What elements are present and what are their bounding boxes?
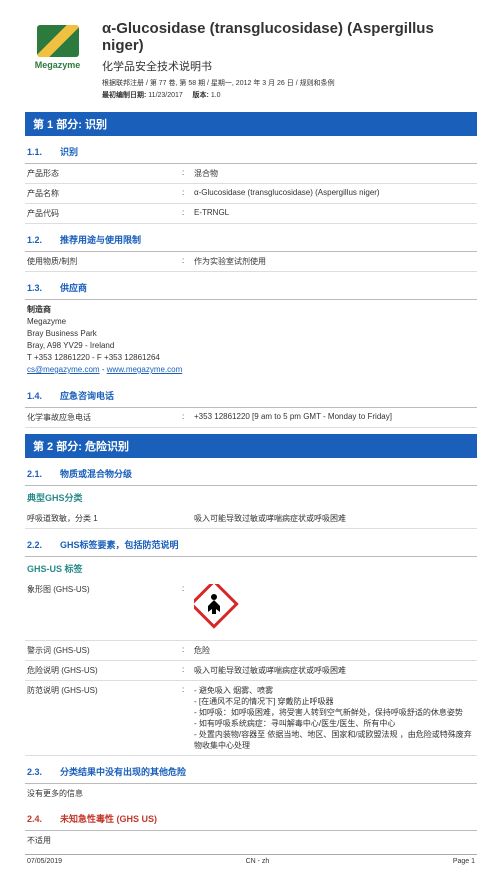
footer-page: Page 1 (453, 858, 475, 865)
product-name-value: α-Glucosidase (transglucosidase) (Asperg… (194, 188, 475, 199)
page-header: Megazyme α-Glucosidase (transglucosidase… (25, 20, 477, 102)
subsection-1-3: 1.3. 供应商 (25, 276, 477, 300)
addr-head: 制造商 (27, 305, 51, 314)
page-footer: 07/05/2019 CN - zh Page 1 (25, 854, 477, 865)
footer-date: 07/05/2019 (27, 858, 62, 865)
precaution-value: 避免吸入 烟雾、喷雾 [在通风不足的情况下] 穿戴防止呼吸器 如呼吸：如呼吸困难… (194, 685, 475, 751)
subsection-2-1: 2.1. 物质或混合物分级 (25, 462, 477, 486)
addr-email-link[interactable]: cs@megazyme.com (27, 365, 100, 374)
logo-mark (37, 25, 79, 57)
logo-text: Megazyme (35, 60, 81, 70)
subsection-2-3: 2.3. 分类结果中没有出现的其他危险 (25, 760, 477, 784)
pictogram-label: 象形图 (GHS-US) (27, 584, 182, 636)
meta-date-value: 11/23/2017 (148, 92, 183, 99)
product-code-label: 产品代码 (27, 208, 182, 219)
meta-regulation: 根据联邦注册 / 第 77 卷, 第 58 期 / 星期一, 2012 年 3 … (102, 78, 477, 88)
use-value: 作为实验室试剂使用 (194, 256, 475, 267)
product-code-value: E-TRNGL (194, 208, 475, 219)
addr-company: Megazyme (27, 317, 66, 326)
health-hazard-icon (194, 584, 244, 634)
resp-sens-label: 呼吸道致敏，分类 1 (27, 513, 182, 524)
not-applicable: 不适用 (27, 835, 182, 846)
emergency-value: +353 12861220 [9 am to 5 pm GMT - Monday… (194, 412, 475, 423)
header-text: α-Glucosidase (transglucosidase) (Asperg… (102, 20, 477, 102)
precaution-item: 如有呼吸系统病症：寻叫解毒中心/医生/医生、所有中心 (194, 718, 475, 729)
signal-word-label: 警示词 (GHS-US) (27, 645, 182, 656)
document-title: α-Glucosidase (transglucosidase) (Asperg… (102, 20, 477, 54)
precaution-item: 避免吸入 烟雾、喷雾 (194, 685, 475, 696)
meta-date-label: 最初编制日期: (102, 92, 146, 99)
product-form-label: 产品形态 (27, 168, 182, 179)
pictogram-value (194, 584, 475, 636)
hazard-stmt-value: 吸入可能导致过敏或哮喘病症状或呼吸困难 (194, 665, 475, 676)
precaution-item: [在通风不足的情况下] 穿戴防止呼吸器 (194, 696, 475, 707)
section-2-band: 第 2 部分: 危险识别 (25, 434, 477, 458)
precaution-item: 处置内装物/容器至 依据当地、地区、国家和/或欧盟法规 ，由危险或特殊废弃物收集… (194, 729, 475, 751)
resp-sens-value: 吸入可能导致过敏或哮喘病症状或呼吸困难 (194, 513, 475, 524)
addr-web-link[interactable]: www.megazyme.com (107, 365, 183, 374)
meta-version-label: 版本: (193, 92, 209, 99)
subsection-1-1: 1.1. 识别 (25, 140, 477, 164)
ghs-class-head: 典型GHS分类 (25, 486, 477, 509)
no-more-info: 没有更多的信息 (27, 788, 182, 799)
logo: Megazyme (25, 20, 90, 75)
ghs-us-head: GHS-US 标签 (25, 557, 477, 580)
product-name-label: 产品名称 (27, 188, 182, 199)
supplier-address: 制造商 Megazyme Bray Business Park Bray, A9… (25, 300, 477, 380)
subsection-1-4: 1.4. 应急咨询电话 (25, 384, 477, 408)
meta-dates: 最初编制日期: 11/23/2017 版本: 1.0 (102, 90, 477, 100)
signal-word-value: 危险 (194, 645, 475, 656)
meta-version-value: 1.0 (211, 92, 221, 99)
footer-lang: CN - zh (246, 858, 270, 865)
emergency-label: 化学事故应急电话 (27, 412, 182, 423)
product-form-value: 混合物 (194, 168, 475, 179)
addr-line2: Bray Business Park (27, 329, 97, 338)
addr-phone: T +353 12861220 - F +353 12861264 (27, 353, 160, 362)
precaution-item: 如呼吸：如呼吸困难，将受害人转到空气新鲜处，保持呼吸舒适的休息姿势 (194, 707, 475, 718)
section-1-band: 第 1 部分: 识别 (25, 112, 477, 136)
document-subtitle: 化学品安全技术说明书 (102, 58, 477, 74)
subsection-2-4: 2.4. 未知急性毒性 (GHS US) (25, 807, 477, 831)
hazard-stmt-label: 危险说明 (GHS-US) (27, 665, 182, 676)
precaution-label: 防范说明 (GHS-US) (27, 685, 182, 751)
use-label: 使用物质/制剂 (27, 256, 182, 267)
subsection-2-2: 2.2. GHS标签要素，包括防范说明 (25, 533, 477, 557)
addr-line3: Bray, A98 YV29 - Ireland (27, 341, 114, 350)
subsection-1-2: 1.2. 推荐用途与使用限制 (25, 228, 477, 252)
